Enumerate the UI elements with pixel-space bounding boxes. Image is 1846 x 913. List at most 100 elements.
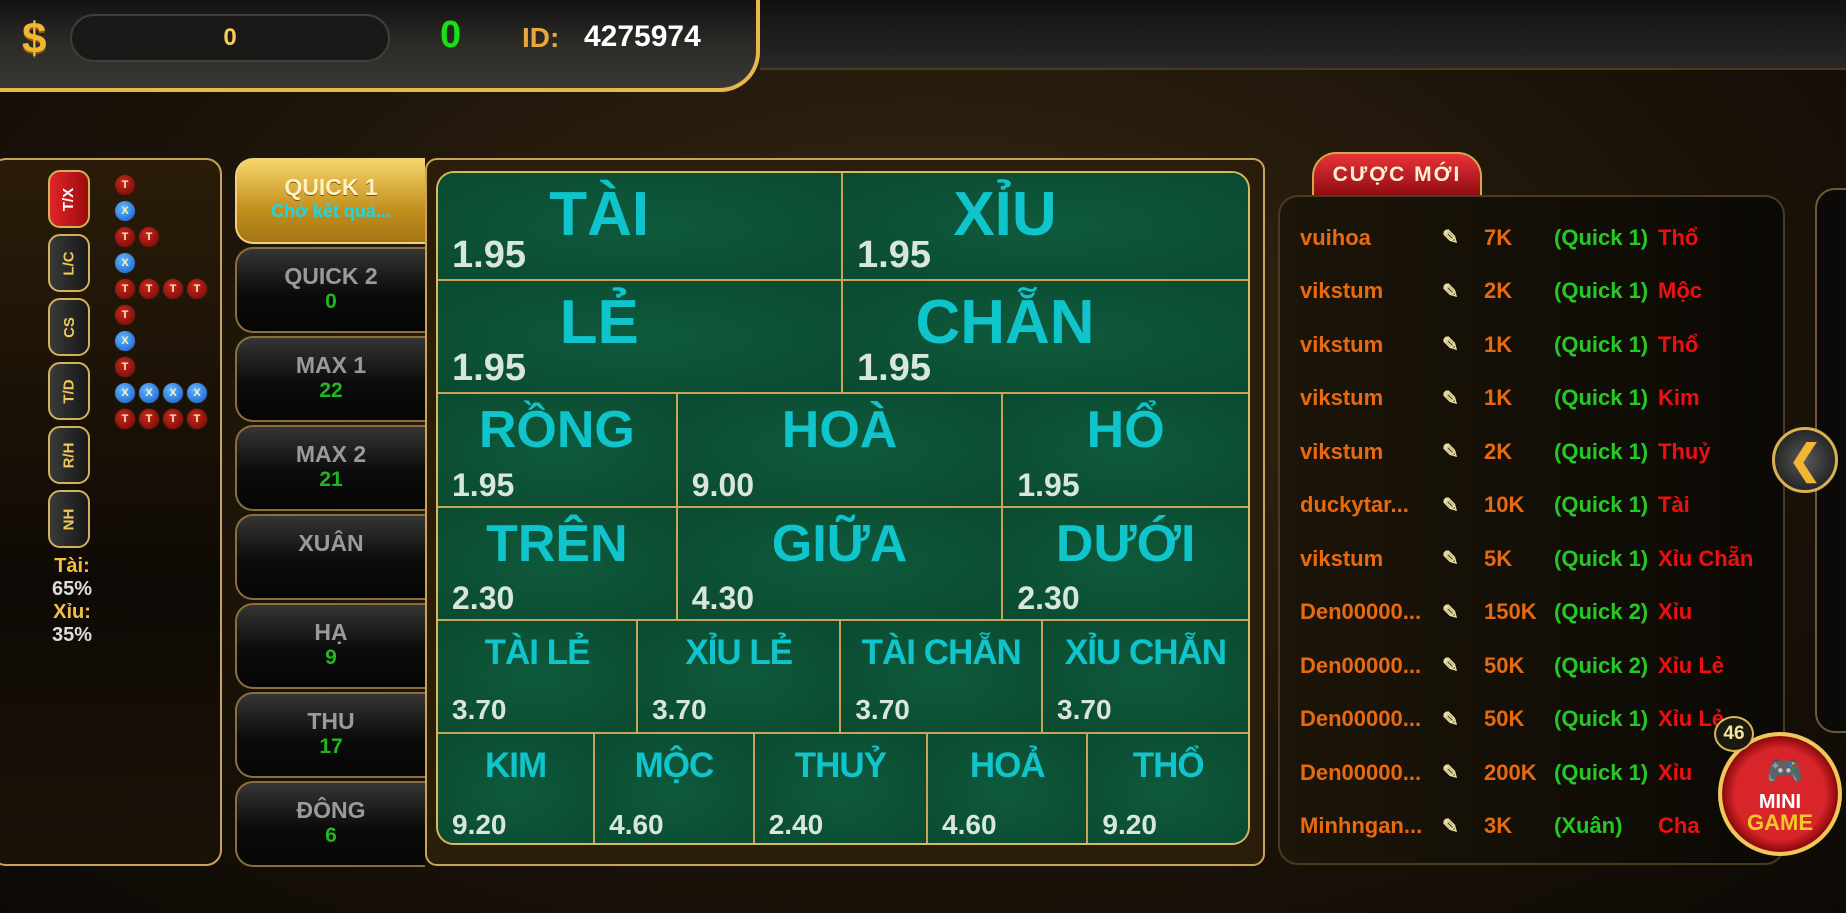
feed-amount: 5K (1484, 545, 1513, 571)
bet-cell[interactable]: LẺ 1.95 (438, 281, 843, 394)
pencil-icon: ✎ (1442, 227, 1459, 250)
category-label: T/X (60, 187, 78, 211)
feed-bet: Tài (1658, 492, 1690, 518)
top-bar: $ 0 0 ID: 4275974 (0, 0, 760, 92)
feed-user: Den00000... (1300, 759, 1422, 785)
feed-amount: 50K (1484, 652, 1525, 678)
bet-label: CHẴN (915, 288, 1095, 357)
feed-row: Den00000... ✎ 50K (Quick 1) Xỉu Lẻ (1280, 693, 1783, 747)
category-t-d[interactable]: T/D (48, 362, 90, 420)
feed-amount: 10K (1484, 492, 1525, 518)
bet-cell[interactable]: HỔ 1.95 (1003, 394, 1248, 508)
tab-hạ[interactable]: HẠ 9 (235, 603, 425, 689)
bet-label: XỈU (953, 180, 1057, 249)
tab-max-2[interactable]: MAX 2 21 (235, 425, 425, 511)
bet-cell[interactable]: XỈU 1.95 (843, 173, 1248, 281)
bet-cell[interactable]: THỔ 9.20 (1088, 734, 1248, 843)
bet-cell[interactable]: TRÊN 2.30 (438, 508, 678, 621)
chevron-left-icon[interactable]: ❮ (1772, 427, 1838, 493)
board-row: RỒNG 1.95 HOÀ 9.00 HỔ 1.95 (438, 394, 1248, 508)
feed-room: (Quick 1) (1554, 545, 1649, 571)
tab-xuân[interactable]: XUÂN (235, 514, 425, 600)
result-chip: T (162, 278, 184, 300)
feed-room: (Quick 1) (1554, 278, 1649, 304)
tab-max-1[interactable]: MAX 1 22 (235, 336, 425, 422)
board-row: TRÊN 2.30 GIỮA 4.30 DƯỚI 2.30 (438, 508, 1248, 621)
bet-odds: 1.95 (1017, 467, 1080, 503)
stat-xiu-pct: 35% (51, 624, 93, 646)
result-chip: T (138, 278, 160, 300)
category-cs[interactable]: CS (48, 298, 90, 356)
result-chip: T (162, 408, 184, 430)
bet-cell[interactable]: TÀI 1.95 (438, 173, 843, 281)
bet-label: HỔ (1086, 401, 1165, 459)
bet-odds: 1.95 (857, 234, 931, 276)
feed-room: (Quick 1) (1554, 492, 1649, 518)
bet-cell[interactable]: TÀI LẺ 3.70 (438, 621, 639, 734)
bet-cell[interactable]: KIM 9.20 (438, 734, 596, 843)
bet-label: TÀI LẺ (484, 633, 591, 672)
bet-cell[interactable]: XỈU LẺ 3.70 (638, 621, 842, 734)
feed-room: (Quick 2) (1554, 599, 1649, 625)
bet-odds: 1.95 (452, 347, 526, 389)
feed-bet: Mộc (1658, 278, 1702, 304)
stat-tai-label: Tài: (54, 555, 90, 577)
bet-cell[interactable]: XỈU CHẴN 3.70 (1043, 621, 1248, 734)
bet-cell[interactable]: TÀI CHẴN 3.70 (841, 621, 1044, 734)
result-chip: T (114, 356, 136, 378)
category-r-h[interactable]: R/H (48, 426, 90, 484)
category-l-c[interactable]: L/C (48, 234, 90, 292)
bet-cell[interactable]: CHẴN 1.95 (843, 281, 1248, 394)
category-t-x[interactable]: T/X (48, 170, 90, 228)
bet-cell[interactable]: HOẢ 4.60 (928, 734, 1089, 843)
tab-label: HẠ (314, 619, 348, 645)
pencil-icon: ✎ (1442, 655, 1459, 678)
feed-user: duckytar... (1300, 492, 1409, 518)
category-label: R/H (60, 442, 78, 468)
feed-title: CƯỢC MỚI (1312, 152, 1482, 196)
board-row: LẺ 1.95 CHẴN 1.95 (438, 281, 1248, 394)
bet-odds: 4.60 (609, 809, 664, 840)
bet-cell[interactable]: MỘC 4.60 (595, 734, 755, 843)
result-chip: T (114, 226, 136, 248)
chip-row: T (114, 304, 136, 326)
feed-row: Den00000... ✎ 200K (Quick 1) Xỉu (1280, 746, 1783, 800)
feed-user: Den00000... (1300, 652, 1422, 678)
bet-cell[interactable]: DƯỚI 2.30 (1003, 508, 1248, 621)
tab-value: Chờ kết quả... (271, 201, 391, 221)
feed-amount: 7K (1484, 224, 1513, 250)
tab-quick-1[interactable]: QUICK 1 Chờ kết quả... (235, 158, 425, 244)
bet-cell[interactable]: HOÀ 9.00 (677, 394, 1004, 508)
balance-field[interactable]: 0 (70, 14, 390, 62)
feed-bet: Xỉu Lẻ (1658, 652, 1725, 678)
pencil-icon: ✎ (1442, 708, 1459, 731)
bet-cell[interactable]: GIỮA 4.30 (677, 508, 1004, 621)
bet-cell[interactable]: RỒNG 1.95 (438, 394, 678, 508)
tab-value: 6 (325, 824, 337, 847)
tab-thu[interactable]: THU 17 (235, 692, 425, 778)
chip-row: X (114, 252, 136, 274)
feed-user: Den00000... (1300, 599, 1422, 625)
feed-bet: Kim (1658, 385, 1700, 411)
feed-room: (Quick 1) (1554, 438, 1649, 464)
category-label: L/C (60, 250, 78, 276)
tab-value: 22 (319, 379, 343, 402)
feed-row: vikstum ✎ 2K (Quick 1) Mộc (1280, 265, 1783, 319)
category-nh[interactable]: NH (48, 490, 90, 548)
tab-đông[interactable]: ĐÔNG 6 (235, 781, 425, 867)
feed-row: Den00000... ✎ 150K (Quick 2) Xỉu (1280, 586, 1783, 640)
mini-game-button[interactable]: 🎮 MINI GAME (1718, 732, 1842, 856)
bet-label: DƯỚI (1055, 515, 1196, 573)
pencil-icon: ✎ (1442, 815, 1459, 838)
feed-amount: 2K (1484, 278, 1513, 304)
tab-value: 9 (325, 646, 337, 669)
pencil-icon: ✎ (1442, 762, 1459, 785)
feed-room: (Quick 1) (1554, 759, 1649, 785)
bet-cell[interactable]: THUỶ 2.40 (754, 734, 929, 843)
feed-amount: 1K (1484, 331, 1513, 357)
bet-label: HOẢ (969, 746, 1046, 785)
tab-label: ĐÔNG (296, 797, 366, 823)
result-chip: T (114, 174, 136, 196)
